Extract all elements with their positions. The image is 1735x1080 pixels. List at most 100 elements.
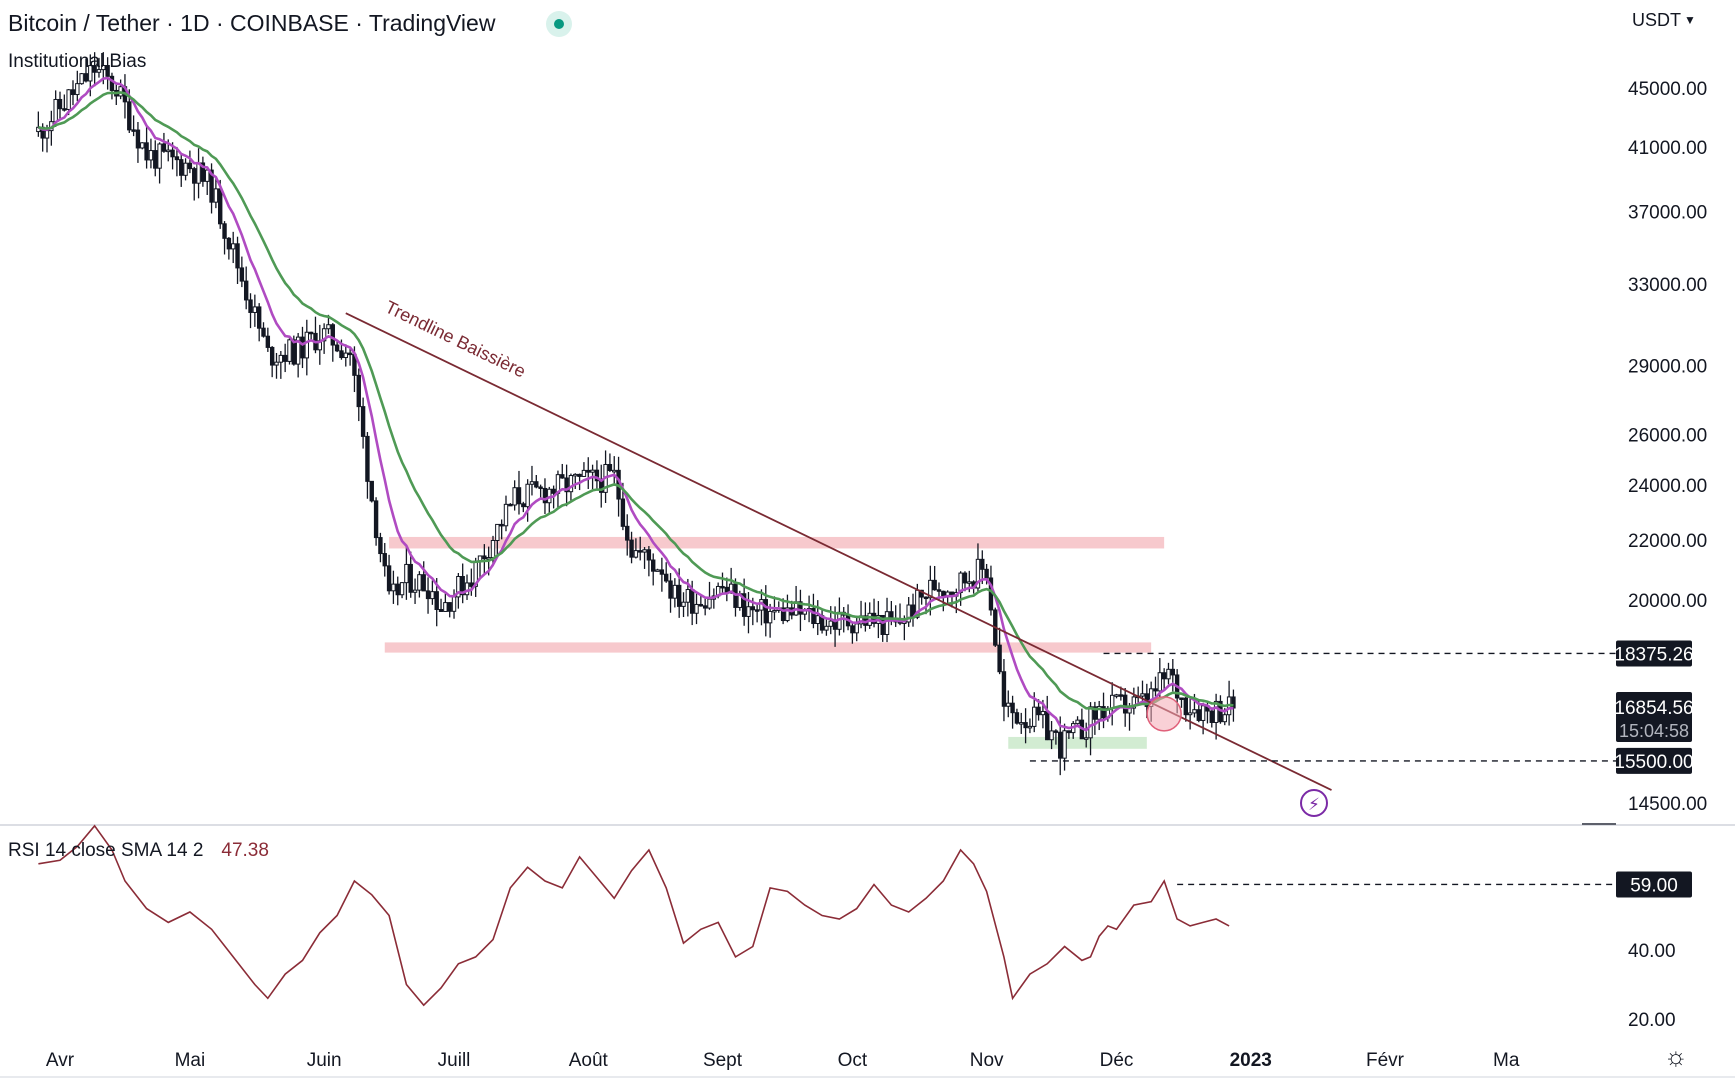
candle-body xyxy=(399,582,405,596)
candle-body xyxy=(239,267,245,282)
candle-body xyxy=(1084,737,1089,740)
indicator-name[interactable]: Institutional Bias xyxy=(8,51,147,72)
candle-body xyxy=(685,589,691,603)
candle-body xyxy=(391,583,396,592)
candle-body xyxy=(646,549,652,561)
candle-body xyxy=(720,585,725,589)
candle-body xyxy=(516,487,522,505)
candle-body xyxy=(750,606,755,611)
candle-body xyxy=(854,623,859,634)
candle-body xyxy=(1032,706,1037,727)
candle-body xyxy=(79,73,84,85)
gear-icon[interactable]: ☼ xyxy=(1664,1041,1688,1071)
last-price-label: 16854.56 xyxy=(1614,698,1693,719)
candle-body xyxy=(235,243,240,269)
candle-body xyxy=(534,481,539,488)
candle-body xyxy=(746,606,751,617)
candle-body xyxy=(932,579,937,591)
chevron-down-icon: ▼ xyxy=(1684,13,1696,27)
candle-body xyxy=(490,539,496,559)
candle-body xyxy=(417,574,422,591)
candle-body xyxy=(218,188,223,225)
time-tick-label: Sept xyxy=(703,1050,743,1071)
candle-body xyxy=(612,469,617,473)
candle-body xyxy=(75,83,80,96)
candle-body xyxy=(343,352,348,359)
candle-body xyxy=(928,579,933,599)
candle-body xyxy=(369,480,374,502)
candle-body xyxy=(1161,672,1167,680)
candle-body xyxy=(967,581,972,584)
lightning-icon[interactable]: ⚡ xyxy=(1300,789,1328,817)
candle-body xyxy=(456,576,461,598)
candle-body xyxy=(451,596,457,612)
candle-body xyxy=(1131,696,1137,709)
candle-body xyxy=(1170,668,1176,676)
currency-selector[interactable]: USDT ▼ xyxy=(1632,10,1696,31)
candle-body xyxy=(1014,712,1020,724)
candle-body xyxy=(92,65,97,73)
candle-body xyxy=(408,563,413,593)
candle-body xyxy=(127,101,132,131)
live-status-dot xyxy=(546,11,572,37)
candle-body xyxy=(1122,694,1128,714)
candle-body xyxy=(421,574,426,592)
candle-body xyxy=(1179,697,1184,700)
time-tick-label: Déc xyxy=(1100,1050,1134,1071)
rsi-label: RSI 14 close SMA 14 2 xyxy=(8,840,204,861)
candle-body xyxy=(698,603,704,607)
candle-body xyxy=(412,589,418,593)
rsi-pane: 40.00 20.00 59.00 xyxy=(38,824,1692,1031)
candle-body xyxy=(140,142,145,149)
candle-body xyxy=(499,523,504,527)
ema-9-line xyxy=(37,76,1234,732)
candle-body xyxy=(1023,722,1028,729)
candle-body xyxy=(179,159,184,176)
candle-body xyxy=(581,469,587,477)
candle-body xyxy=(1231,696,1236,709)
candle-body xyxy=(105,65,110,77)
candle-body xyxy=(923,596,929,600)
rsi-line xyxy=(38,824,1230,1007)
candle-body xyxy=(365,435,370,482)
candle-body xyxy=(564,477,569,493)
candle-body xyxy=(763,599,768,624)
candle-body xyxy=(1114,694,1119,697)
candle-body xyxy=(607,463,613,471)
candle-body xyxy=(438,609,444,612)
candle-body xyxy=(767,610,773,624)
candle-body xyxy=(334,344,340,352)
candle-body xyxy=(1092,706,1098,720)
candle-body xyxy=(503,503,509,527)
price-tick-label: 26000.00 xyxy=(1628,425,1707,446)
price-zone xyxy=(384,642,1152,653)
candle-body xyxy=(278,354,284,363)
candle-body xyxy=(1192,709,1197,714)
candle-body xyxy=(633,550,639,558)
candle-body xyxy=(689,589,695,614)
candle-body xyxy=(231,243,236,250)
candle-body xyxy=(425,590,431,600)
candle-body xyxy=(590,469,595,473)
currency-label: USDT xyxy=(1632,10,1681,30)
rsi-legend[interactable]: RSI 14 close SMA 14 2 47.38 xyxy=(8,840,269,862)
candle-body xyxy=(170,149,175,158)
price-tick-label: 37000.00 xyxy=(1628,203,1707,224)
candle-body xyxy=(850,625,855,634)
candle-body xyxy=(625,525,630,541)
candle-body xyxy=(291,339,297,365)
time-tick-label: Févr xyxy=(1366,1050,1405,1071)
candle-body xyxy=(1058,731,1063,759)
candle-body xyxy=(573,473,578,477)
candle-body xyxy=(542,487,548,504)
candle-body xyxy=(430,591,435,600)
candle-body xyxy=(824,625,829,631)
time-tick-label: Ma xyxy=(1493,1050,1520,1071)
candle-body xyxy=(378,537,383,555)
candle-body xyxy=(96,69,102,73)
candle-body xyxy=(83,73,89,82)
price-tick-label: 20000.00 xyxy=(1628,591,1707,612)
candle-body xyxy=(1109,694,1115,709)
